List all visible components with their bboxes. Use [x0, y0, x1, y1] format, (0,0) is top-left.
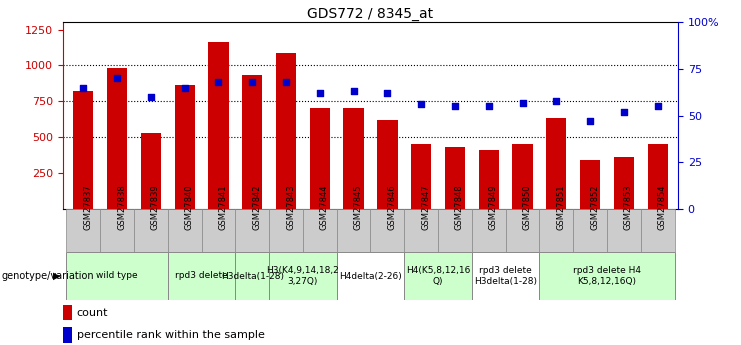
- Bar: [539, 209, 574, 252]
- Bar: [513, 144, 533, 209]
- Bar: [479, 150, 499, 209]
- Bar: [344, 108, 364, 209]
- Text: genotype/variation: genotype/variation: [1, 271, 94, 281]
- Bar: [100, 209, 134, 252]
- Bar: [63, 327, 72, 343]
- Point: [449, 104, 461, 109]
- Bar: [73, 91, 93, 209]
- Text: rpd3 delete H4
K5,8,12,16Q): rpd3 delete H4 K5,8,12,16Q): [573, 266, 641, 286]
- Point: [618, 109, 630, 115]
- Text: rpd3 delete
H3delta(1-28): rpd3 delete H3delta(1-28): [474, 266, 537, 286]
- Bar: [445, 147, 465, 209]
- Bar: [505, 209, 539, 252]
- Bar: [539, 252, 674, 300]
- Text: GSM27846: GSM27846: [388, 185, 396, 230]
- Text: ▶: ▶: [53, 271, 61, 281]
- Bar: [167, 252, 236, 300]
- Text: percentile rank within the sample: percentile rank within the sample: [76, 330, 265, 340]
- Point: [111, 76, 123, 81]
- Text: H4delta(2-26): H4delta(2-26): [339, 272, 402, 280]
- Text: GSM27848: GSM27848: [455, 185, 464, 230]
- Text: GSM27845: GSM27845: [353, 185, 362, 230]
- Bar: [167, 209, 202, 252]
- Bar: [67, 209, 100, 252]
- Bar: [377, 120, 397, 209]
- Bar: [269, 252, 336, 300]
- Text: GSM27840: GSM27840: [185, 185, 193, 230]
- Bar: [242, 76, 262, 209]
- Text: GSM27853: GSM27853: [624, 185, 633, 230]
- Text: GSM27847: GSM27847: [421, 185, 431, 230]
- Text: wild type: wild type: [96, 272, 138, 280]
- Bar: [405, 209, 438, 252]
- Point: [246, 79, 258, 85]
- Text: rpd3 delete: rpd3 delete: [175, 272, 228, 280]
- Point: [551, 98, 562, 104]
- Point: [584, 118, 596, 124]
- Point: [179, 85, 190, 90]
- Text: GSM27839: GSM27839: [151, 185, 160, 230]
- Point: [652, 104, 664, 109]
- Text: count: count: [76, 308, 108, 318]
- Bar: [614, 157, 634, 209]
- Bar: [310, 108, 330, 209]
- Point: [415, 102, 427, 107]
- Point: [145, 94, 157, 100]
- Bar: [141, 133, 161, 209]
- Bar: [370, 209, 405, 252]
- Point: [280, 79, 292, 85]
- Bar: [641, 209, 674, 252]
- Point: [77, 85, 89, 90]
- Bar: [236, 209, 269, 252]
- Text: GSM27843: GSM27843: [286, 185, 295, 230]
- Bar: [202, 209, 236, 252]
- Bar: [472, 252, 539, 300]
- Text: GSM27837: GSM27837: [83, 185, 93, 230]
- Point: [348, 89, 359, 94]
- Text: GSM27841: GSM27841: [219, 185, 227, 230]
- Bar: [134, 209, 167, 252]
- Bar: [580, 160, 600, 209]
- Bar: [607, 209, 641, 252]
- Bar: [411, 144, 431, 209]
- Text: H3(K4,9,14,18,2
3,27Q): H3(K4,9,14,18,2 3,27Q): [267, 266, 339, 286]
- Point: [483, 104, 495, 109]
- Text: GSM27854: GSM27854: [658, 185, 667, 230]
- Bar: [174, 86, 195, 209]
- Bar: [405, 252, 472, 300]
- Text: GSM27838: GSM27838: [117, 185, 126, 230]
- Bar: [648, 144, 668, 209]
- Bar: [63, 305, 72, 320]
- Bar: [546, 118, 567, 209]
- Bar: [336, 252, 405, 300]
- Text: H3delta(1-28): H3delta(1-28): [221, 272, 284, 280]
- Point: [314, 90, 326, 96]
- Title: GDS772 / 8345_at: GDS772 / 8345_at: [308, 7, 433, 21]
- Bar: [208, 42, 228, 209]
- Bar: [107, 68, 127, 209]
- Point: [382, 90, 393, 96]
- Bar: [574, 209, 607, 252]
- Text: GSM27849: GSM27849: [489, 185, 498, 230]
- Bar: [472, 209, 505, 252]
- Point: [516, 100, 528, 105]
- Text: H4(K5,8,12,16
Q): H4(K5,8,12,16 Q): [406, 266, 471, 286]
- Bar: [438, 209, 472, 252]
- Text: GSM27844: GSM27844: [320, 185, 329, 230]
- Bar: [67, 252, 167, 300]
- Text: GSM27842: GSM27842: [252, 185, 262, 230]
- Point: [213, 79, 225, 85]
- Text: GSM27851: GSM27851: [556, 185, 565, 230]
- Text: GSM27850: GSM27850: [522, 185, 531, 230]
- Text: GSM27852: GSM27852: [590, 185, 599, 230]
- Bar: [276, 52, 296, 209]
- Bar: [236, 252, 269, 300]
- Bar: [336, 209, 370, 252]
- Bar: [303, 209, 336, 252]
- Bar: [269, 209, 303, 252]
